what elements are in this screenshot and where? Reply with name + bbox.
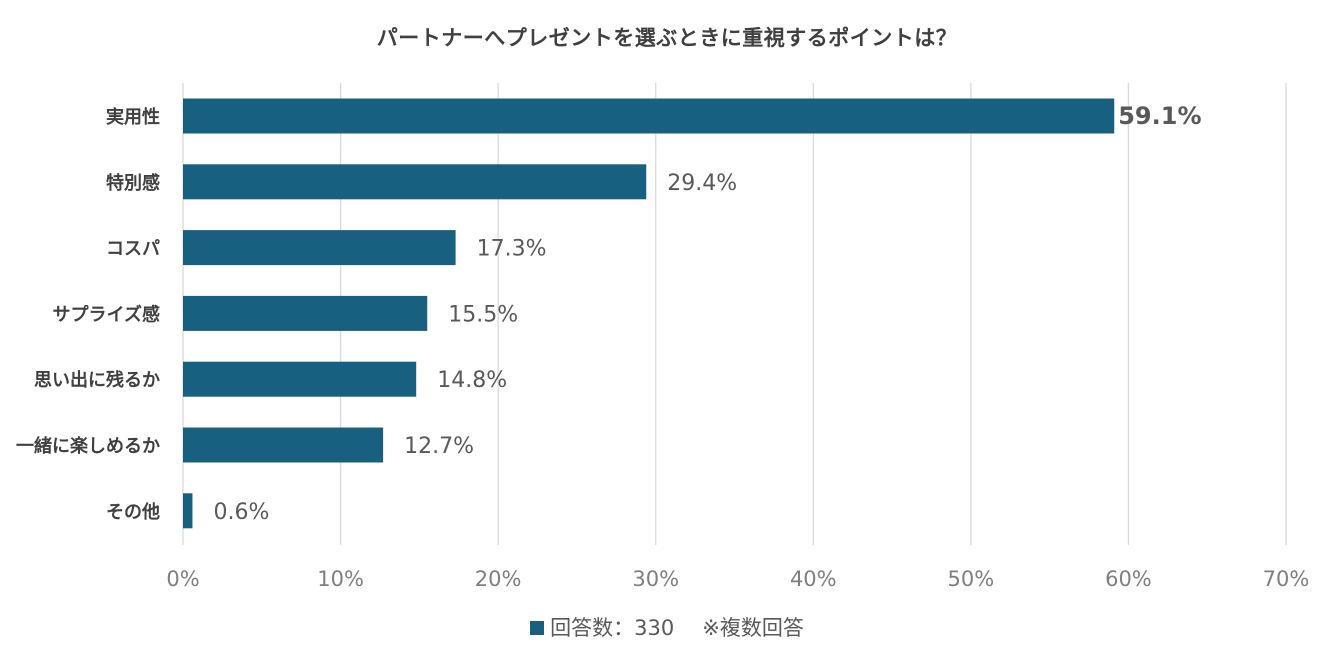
category-label: サプライズ感: [53, 303, 160, 325]
legend: 回答数：330 ※複数回答: [0, 612, 1334, 642]
bar: [183, 427, 384, 463]
x-tick-label: 30%: [632, 567, 679, 591]
chart-title: パートナーへプレゼントを選ぶときに重視するポイントは？: [376, 26, 958, 50]
legend-swatch: [530, 621, 545, 635]
value-label: 14.8%: [437, 368, 507, 393]
bar: [183, 164, 647, 200]
value-label: 17.3%: [477, 237, 547, 262]
category-label: 思い出に残るか: [34, 369, 160, 391]
bar: [183, 295, 428, 331]
value-label: 15.5%: [448, 302, 518, 327]
value-label: 0.6%: [213, 500, 269, 525]
bar: [183, 493, 193, 529]
bar: [183, 361, 417, 397]
bar: [183, 230, 456, 266]
bar: [183, 98, 1115, 134]
category-label: 一緒に楽しめるか: [16, 435, 160, 457]
x-tick-label: 60%: [1105, 567, 1152, 591]
value-labels: 59.1% 29.4% 17.3% 15.5% 14.8% 12.7% 0.6%: [213, 102, 1201, 525]
x-tick-label: 70%: [1263, 567, 1310, 591]
x-tick-label: 0%: [166, 567, 199, 591]
x-tick-label: 10%: [317, 567, 364, 591]
x-tick-label: 20%: [475, 567, 522, 591]
legend-series-label: 回答数：330: [550, 616, 675, 640]
category-label: 特別感: [106, 172, 160, 194]
legend-note: ※複数回答: [702, 616, 804, 640]
x-tick-labels: 0% 10% 20% 30% 40% 50% 60% 70%: [166, 567, 1309, 591]
category-label: コスパ: [106, 239, 160, 260]
category-label: 実用性: [106, 106, 160, 128]
x-tick-label: 50%: [948, 567, 995, 591]
x-tick-label: 40%: [790, 567, 837, 591]
value-label: 12.7%: [404, 434, 474, 459]
category-label: その他: [106, 501, 160, 523]
value-label: 29.4%: [667, 171, 737, 196]
value-label-highlight: 59.1%: [1118, 102, 1201, 130]
bars: [183, 98, 1115, 529]
